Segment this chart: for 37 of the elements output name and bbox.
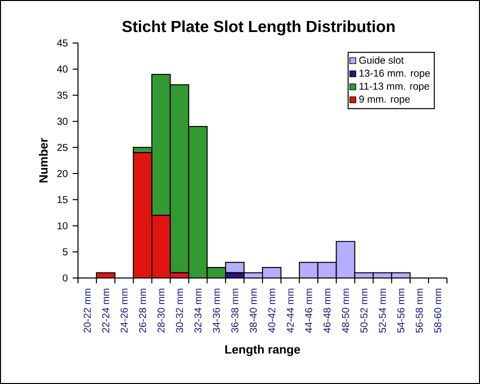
y-tick-label: 25 [57, 144, 68, 151]
x-tick-label: 58-60 mm [434, 288, 442, 333]
x-tick-label: 36-38 mm [231, 288, 238, 333]
x-tick-label: 38-40 mm [250, 288, 257, 333]
x-tick-label: 22-24 mm [102, 288, 110, 333]
y-axis-title: Number [38, 138, 48, 182]
x-tick-label: 48-50 mm [342, 288, 350, 333]
y-tick-label: 45 [57, 40, 68, 46]
y-tick-label: 35 [57, 92, 68, 99]
x-tick-label: 42-44 mm [286, 288, 294, 333]
x-tick-label: 20-22 mm [84, 288, 91, 333]
y-tick-label: 20 [57, 170, 68, 178]
legend-label: 9 mm. rope [359, 96, 410, 105]
y-tick-label: 15 [58, 196, 68, 204]
x-tick-label: 50-52 mm [360, 288, 368, 333]
x-tick-label: 24-26 mm [120, 288, 128, 333]
legend-label: Guide slot [359, 56, 404, 64]
y-tick-label: 40 [57, 66, 68, 73]
x-tick-label: 46-48 mm [324, 288, 331, 333]
x-tick-label: 34-36 mm [212, 288, 220, 333]
x-tick-label: 40-42 mm [268, 288, 276, 333]
x-tick-label: 26-28 mm [139, 288, 146, 333]
x-tick-label: 52-54 mm [378, 288, 386, 333]
y-tick-label: 10 [58, 222, 68, 230]
legend-label: 13-16 mm. rope [360, 70, 430, 79]
y-tick-label: 30 [57, 118, 68, 125]
x-tick-label: 44-46 mm [305, 288, 312, 333]
x-axis-title: Length range [225, 344, 300, 356]
y-tick-label: 5 [62, 248, 68, 256]
x-tick-label: 30-32 mm [176, 288, 184, 333]
x-tick-label: 54-56 mm [397, 288, 404, 333]
legend-label: 11-13 mm. rope [360, 82, 430, 92]
chart-title: Sticht Plate Slot Length Distribution [122, 20, 395, 36]
x-tick-label: 28-30 mm [157, 288, 165, 333]
x-tick-label: 32-34 mm [194, 288, 202, 333]
x-tick-label: 56-58 mm [416, 288, 423, 333]
y-tick-label: 0 [62, 274, 68, 282]
